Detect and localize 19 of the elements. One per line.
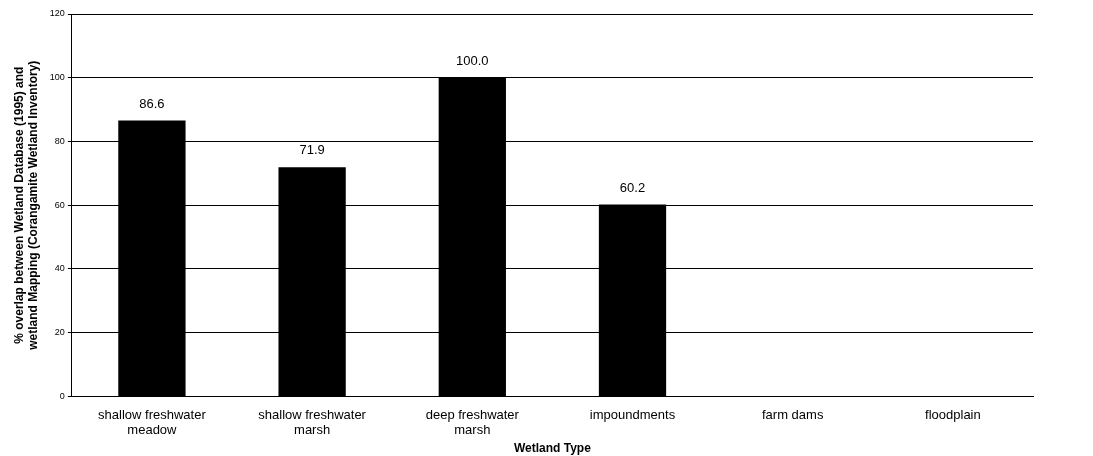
data-label: 86.6 bbox=[139, 95, 165, 111]
y-axis-title: % overlap between Wetland Database (1995) and wetland Mapping (Corangamite Wetland Inventory) bbox=[11, 60, 40, 351]
x-tick-label: shallow freshwater meadow bbox=[98, 406, 207, 438]
y-tick-label: 120 bbox=[49, 8, 65, 19]
x-axis-title: Wetland Type bbox=[513, 441, 592, 456]
data-label: 100.0 bbox=[456, 52, 489, 68]
y-tick-label: 80 bbox=[54, 135, 65, 146]
x-tick-label: impoundments bbox=[589, 406, 676, 422]
y-tick-label: 100 bbox=[49, 72, 65, 83]
y-tick-label: 60 bbox=[54, 199, 65, 210]
x-tick-label: deep freshwater marsh bbox=[425, 406, 520, 438]
x-tick-label: farm dams bbox=[762, 406, 824, 422]
data-label: 71.9 bbox=[299, 142, 325, 158]
y-tick-label: 0 bbox=[59, 390, 65, 401]
data-label: 60.2 bbox=[619, 179, 646, 195]
y-tick-label: 20 bbox=[54, 327, 65, 338]
x-tick-label: floodplain bbox=[925, 406, 981, 422]
y-tick-label: 40 bbox=[54, 263, 65, 274]
x-tick-label: shallow freshwater marsh bbox=[258, 406, 367, 438]
